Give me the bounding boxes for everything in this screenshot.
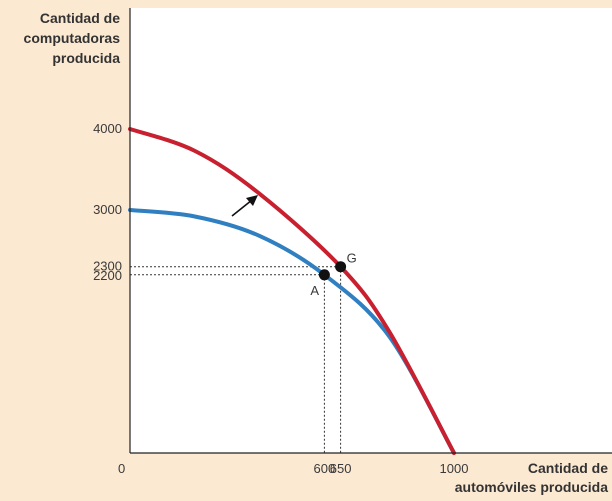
data-points: AG [310,251,356,298]
point-label-g: G [347,251,357,266]
plot-background [130,8,612,453]
y-axis-label-line-2: computadoras [24,30,121,46]
x-axis-label-line-2: automóviles producida [455,479,608,495]
y-tick-label-4000: 4000 [93,121,122,136]
x-tick-label-650: 650 [330,461,352,476]
point-g [335,261,347,273]
point-label-a: A [310,283,319,298]
y-axis-label-line-3: producida [52,50,120,66]
ppf-curve-outer [128,127,456,455]
y-tick-label-2300: 2300 [93,259,122,274]
x-tick-label-600: 600 [314,461,336,476]
origin-label: 0 [118,461,125,476]
y-tick-label-3000: 3000 [93,202,122,217]
x-tick-label-1000: 1000 [440,461,469,476]
shift-arrow [231,195,258,217]
point-a [318,269,330,281]
y-tick-label-2200: 2200 [93,268,122,283]
curves [128,127,456,455]
x-axis-label-line-1: Cantidad de [528,460,608,476]
axes [129,8,612,454]
guide-lines [130,266,342,453]
arrow-shaft [231,199,253,217]
y-axis-label-line-1: Cantidad de [40,10,120,26]
arrow-head [246,195,258,206]
